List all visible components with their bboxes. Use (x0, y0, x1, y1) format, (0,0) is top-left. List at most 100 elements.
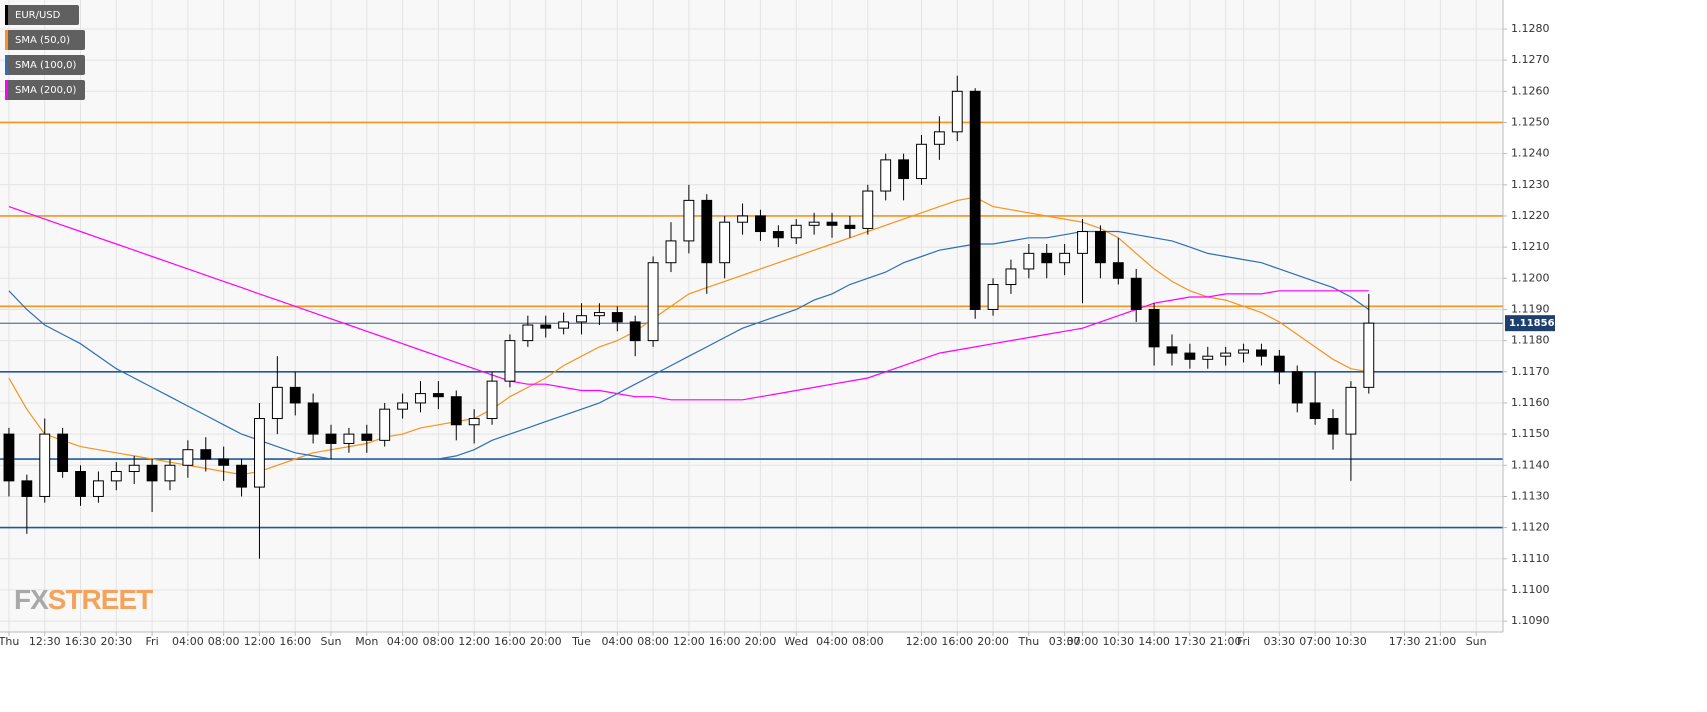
candle-body (701, 199, 713, 264)
watermark: FXSTREET (14, 584, 153, 615)
candle-body (164, 464, 176, 482)
candle-body (307, 402, 319, 435)
y-tick-label: 1.1240 (1511, 147, 1550, 160)
candle-body (737, 215, 748, 223)
candle-body (110, 471, 122, 482)
x-tick-label: 08:00 (637, 635, 669, 648)
x-tick-label: 12:00 (244, 635, 276, 648)
legend-swatch (5, 30, 8, 50)
x-tick-label: 16:00 (494, 635, 526, 648)
candle-body (361, 433, 373, 441)
y-tick-label: 1.1230 (1511, 178, 1550, 191)
candle-body (844, 224, 856, 229)
x-tick-label: 16:30 (65, 635, 97, 648)
y-tick-label: 1.1110 (1511, 552, 1550, 565)
x-tick-label: 17:30 (1174, 635, 1206, 648)
sma-line (8, 230, 1370, 460)
legend-swatch (5, 5, 8, 25)
candle-body (1363, 322, 1375, 388)
candle-body (1238, 349, 1249, 354)
levels (0, 121, 1503, 529)
x-tick-label: Wed (784, 635, 808, 648)
candle-body (826, 221, 838, 226)
watermark-street: STREET (48, 584, 153, 615)
candles (3, 75, 1375, 559)
x-tick-label: 08:00 (852, 635, 884, 648)
legend-box (5, 80, 85, 100)
x-tick-label: 04:00 (816, 635, 848, 648)
candle-body (1202, 355, 1214, 360)
x-tick-label: 12:00 (458, 635, 490, 648)
last-price-label: 1.11856 (1509, 318, 1555, 329)
x-tick-label: Mon (355, 635, 378, 648)
candle-body (92, 480, 104, 497)
last-price-box (1505, 315, 1555, 332)
candle-body (951, 90, 963, 133)
x-tick-label: 10:30 (1335, 635, 1367, 648)
legend-label: SMA (200,0) (15, 85, 77, 96)
candle-body (1166, 346, 1178, 354)
candle-body (1273, 355, 1285, 373)
candle-body (289, 386, 301, 404)
y-tick-label: 1.1160 (1511, 396, 1550, 409)
candle-body (1005, 268, 1017, 286)
candle-body (432, 393, 444, 398)
candle-body (933, 131, 945, 145)
y-tick-label: 1.1210 (1511, 240, 1550, 253)
x-tick-label: 16:00 (279, 635, 311, 648)
x-tick-label: Sun (1466, 635, 1487, 648)
candle-body (987, 284, 999, 310)
candle-body (558, 321, 570, 329)
candle-body (254, 418, 265, 488)
x-tick-label: Fri (1237, 635, 1250, 648)
x-tick-label: Fri (146, 635, 159, 648)
candle-body (665, 240, 677, 264)
candle-body (39, 433, 51, 497)
x-tick-label: 20:30 (100, 635, 132, 648)
candle-body (486, 380, 498, 420)
candle-body (57, 433, 69, 473)
candle-body (647, 262, 659, 342)
y-tick-label: 1.1270 (1511, 53, 1550, 66)
candle-body (1077, 231, 1088, 254)
candle-body (397, 402, 409, 410)
watermark-fx: FX (14, 584, 49, 615)
x-tick-label: 03:30 (1049, 635, 1081, 648)
y-tick-label: 1.1170 (1511, 365, 1550, 378)
candle-body (1327, 418, 1339, 435)
x-tick-label: Thu (1018, 635, 1040, 648)
candle-body (1130, 277, 1142, 310)
candle-body (325, 433, 337, 444)
x-tick-label: 04:00 (387, 635, 419, 648)
candle-body (880, 159, 892, 192)
x-tick-label: 10:30 (1102, 635, 1134, 648)
y-tick-label: 1.1090 (1511, 614, 1550, 627)
candle-body (1094, 231, 1106, 264)
candle-body (916, 143, 927, 180)
candle-body (1184, 352, 1196, 360)
candle-body (522, 324, 534, 342)
candle-body (236, 464, 247, 488)
axes: 1.1090 1.1100 1.1110 1.1120 1.1130 1.1140 1.11… (0, 0, 1555, 648)
candle-body (862, 190, 874, 229)
legend-box (5, 5, 79, 25)
candle-body (593, 312, 605, 317)
x-tick-label: Tue (571, 635, 591, 648)
x-tick-label: 07:00 (1067, 635, 1099, 648)
candle-body (218, 458, 230, 466)
candle-body (379, 408, 391, 441)
legend-swatch (5, 80, 8, 100)
candle-body (128, 464, 140, 473)
y-tick-label: 1.1220 (1511, 209, 1550, 222)
candle-body (504, 340, 516, 382)
candle-body (146, 464, 158, 482)
candle-body (772, 231, 784, 239)
x-tick-label: 20:00 (745, 635, 777, 648)
moving-averages (8, 196, 1370, 476)
candle-body (271, 386, 283, 420)
x-tick-label: 03:30 (1263, 635, 1295, 648)
candle-body (415, 393, 426, 404)
candle-body (755, 215, 766, 233)
